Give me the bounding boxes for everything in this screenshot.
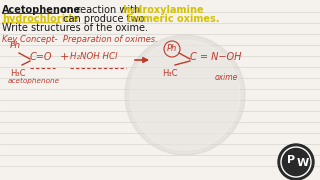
Circle shape (278, 144, 314, 180)
Text: P: P (287, 155, 295, 165)
Text: Acetophenone: Acetophenone (2, 5, 81, 15)
Text: on reaction with: on reaction with (58, 5, 143, 15)
Text: oxime: oxime (215, 73, 238, 82)
Text: H₃C: H₃C (10, 69, 26, 78)
Text: Ph: Ph (10, 41, 21, 50)
Text: hydroxylamine: hydroxylamine (122, 5, 204, 15)
Text: Key Concept-  Preparation of oximes.: Key Concept- Preparation of oximes. (2, 35, 158, 44)
Text: C = N−OH: C = N−OH (190, 52, 242, 62)
Text: hydrochloride: hydrochloride (2, 14, 79, 24)
Text: C=O: C=O (30, 52, 52, 62)
Text: W: W (297, 158, 309, 168)
Text: Write structures of the oxime.: Write structures of the oxime. (2, 23, 148, 33)
Text: isomeric oximes.: isomeric oximes. (127, 14, 220, 24)
Text: Ph: Ph (167, 44, 177, 53)
Text: +: + (60, 52, 69, 62)
Text: acetophenone: acetophenone (8, 78, 60, 84)
Circle shape (130, 40, 240, 150)
Text: can produce two: can produce two (60, 14, 148, 24)
Text: H₂NOH HCl: H₂NOH HCl (70, 51, 117, 60)
Circle shape (125, 35, 245, 155)
Text: H₃C: H₃C (162, 69, 178, 78)
